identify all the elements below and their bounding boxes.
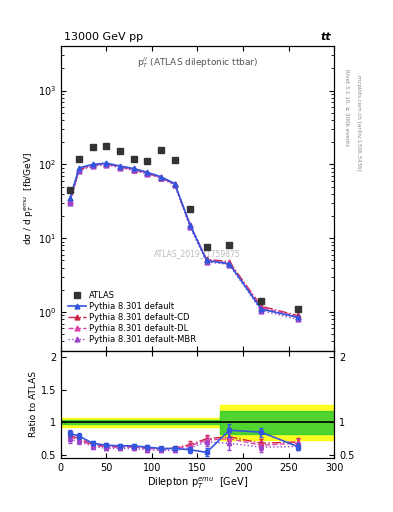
ATLAS: [104, 143, 109, 150]
Pythia 8.301 default: [188, 222, 193, 228]
Pythia 8.301 default-CD: [90, 162, 95, 168]
Text: 13000 GeV pp: 13000 GeV pp: [64, 32, 143, 41]
ATLAS: [204, 244, 209, 250]
Pythia 8.301 default-DL: [204, 257, 209, 263]
Pythia 8.301 default-DL: [259, 305, 264, 311]
ATLAS: [259, 298, 264, 304]
ATLAS: [295, 306, 300, 312]
Text: p$_T^{ll}$ (ATLAS dileptonic ttbar): p$_T^{ll}$ (ATLAS dileptonic ttbar): [137, 55, 258, 70]
Pythia 8.301 default: [68, 195, 72, 201]
Pythia 8.301 default-DL: [159, 174, 163, 180]
Text: tt: tt: [321, 32, 331, 41]
Pythia 8.301 default-MBR: [204, 259, 209, 265]
Pythia 8.301 default-MBR: [145, 171, 150, 177]
Pythia 8.301 default-MBR: [118, 165, 123, 171]
Pythia 8.301 default-CD: [188, 222, 193, 228]
Pythia 8.301 default: [173, 181, 177, 187]
Pythia 8.301 default-CD: [104, 161, 109, 167]
Pythia 8.301 default: [159, 174, 163, 180]
Bar: [220, 405, 334, 440]
Pythia 8.301 default-DL: [227, 260, 232, 266]
ATLAS: [68, 187, 72, 193]
Legend: ATLAS, Pythia 8.301 default, Pythia 8.301 default-CD, Pythia 8.301 default-DL, P: ATLAS, Pythia 8.301 default, Pythia 8.30…: [65, 288, 199, 347]
Pythia 8.301 default-DL: [90, 162, 95, 168]
Bar: [61, 418, 220, 427]
Pythia 8.301 default: [204, 258, 209, 264]
ATLAS: [188, 206, 193, 212]
Text: Rivet 3.1.10, ≥ 300k events: Rivet 3.1.10, ≥ 300k events: [344, 69, 349, 146]
Pythia 8.301 default: [295, 314, 300, 321]
ATLAS: [159, 147, 163, 154]
Pythia 8.301 default-DL: [77, 166, 81, 172]
Line: Pythia 8.301 default: Pythia 8.301 default: [68, 161, 300, 320]
Pythia 8.301 default-DL: [104, 161, 109, 167]
Pythia 8.301 default: [104, 160, 109, 166]
Pythia 8.301 default-MBR: [259, 308, 264, 314]
Pythia 8.301 default-CD: [295, 312, 300, 318]
Pythia 8.301 default: [118, 163, 123, 169]
Pythia 8.301 default-CD: [204, 256, 209, 262]
ATLAS: [118, 148, 123, 155]
Bar: [61, 420, 220, 424]
Pythia 8.301 default: [259, 306, 264, 312]
Text: ATLAS_2019_I1759875: ATLAS_2019_I1759875: [154, 249, 241, 258]
ATLAS: [227, 242, 232, 248]
Pythia 8.301 default-CD: [259, 303, 264, 309]
Pythia 8.301 default-DL: [68, 197, 72, 203]
Line: ATLAS: ATLAS: [67, 143, 301, 312]
Y-axis label: Ratio to ATLAS: Ratio to ATLAS: [29, 372, 38, 437]
Pythia 8.301 default-MBR: [104, 162, 109, 168]
Pythia 8.301 default-DL: [131, 166, 136, 173]
Pythia 8.301 default-MBR: [68, 200, 72, 206]
Pythia 8.301 default-DL: [188, 222, 193, 228]
Pythia 8.301 default-MBR: [227, 262, 232, 268]
Pythia 8.301 default: [77, 165, 81, 171]
Pythia 8.301 default-CD: [77, 166, 81, 173]
ATLAS: [173, 157, 177, 163]
Pythia 8.301 default: [131, 165, 136, 172]
Pythia 8.301 default-CD: [131, 166, 136, 173]
Pythia 8.301 default-MBR: [295, 316, 300, 323]
Pythia 8.301 default-CD: [118, 164, 123, 170]
Pythia 8.301 default-MBR: [159, 175, 163, 181]
Pythia 8.301 default-DL: [118, 164, 123, 170]
Pythia 8.301 default-MBR: [77, 168, 81, 174]
Pythia 8.301 default-MBR: [131, 167, 136, 174]
ATLAS: [90, 144, 95, 151]
Line: Pythia 8.301 default-MBR: Pythia 8.301 default-MBR: [68, 162, 300, 322]
ATLAS: [131, 156, 136, 162]
Text: mcplots.cern.ch [arXiv:1306.3436]: mcplots.cern.ch [arXiv:1306.3436]: [356, 75, 361, 170]
Pythia 8.301 default-DL: [173, 181, 177, 187]
Line: Pythia 8.301 default-CD: Pythia 8.301 default-CD: [68, 162, 300, 318]
Pythia 8.301 default-MBR: [188, 224, 193, 230]
Line: Pythia 8.301 default-DL: Pythia 8.301 default-DL: [68, 161, 300, 319]
Y-axis label: dσ / d p$_T^{emu}$  [fb/GeV]: dσ / d p$_T^{emu}$ [fb/GeV]: [23, 152, 36, 245]
Bar: [220, 411, 334, 434]
Pythia 8.301 default-CD: [68, 198, 72, 204]
Pythia 8.301 default-CD: [227, 259, 232, 265]
Pythia 8.301 default: [227, 261, 232, 267]
Pythia 8.301 default-MBR: [173, 182, 177, 188]
Pythia 8.301 default-CD: [173, 181, 177, 187]
Pythia 8.301 default-MBR: [90, 163, 95, 169]
Pythia 8.301 default-DL: [145, 169, 150, 176]
Pythia 8.301 default: [145, 169, 150, 176]
Pythia 8.301 default-DL: [295, 313, 300, 319]
X-axis label: Dilepton p$_T^{emu}$  [GeV]: Dilepton p$_T^{emu}$ [GeV]: [147, 476, 248, 492]
ATLAS: [77, 156, 81, 162]
Pythia 8.301 default: [90, 161, 95, 167]
ATLAS: [145, 158, 150, 164]
Pythia 8.301 default-CD: [145, 170, 150, 176]
Pythia 8.301 default-CD: [159, 175, 163, 181]
